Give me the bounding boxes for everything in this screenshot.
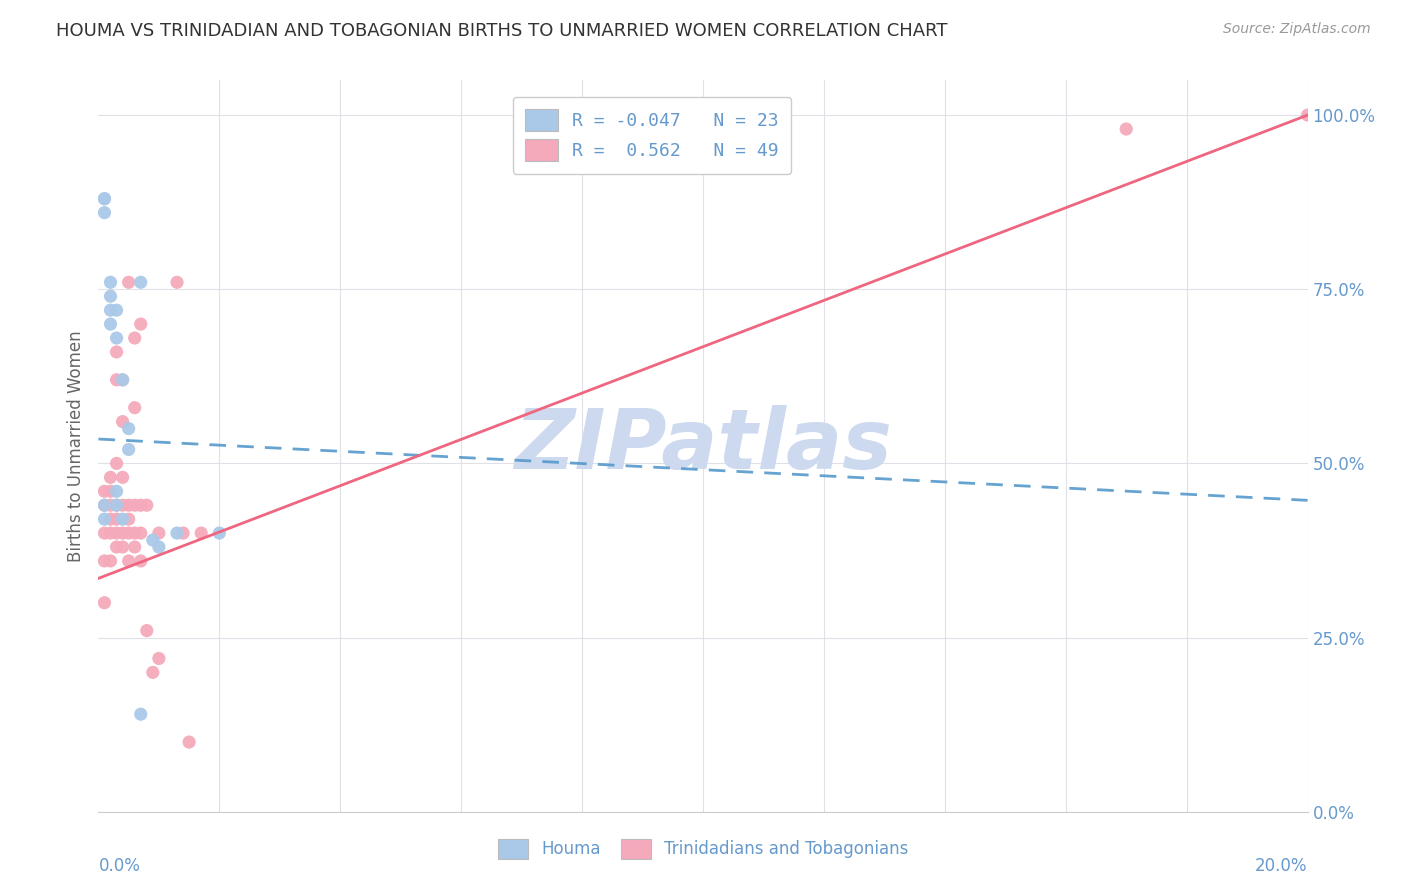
Point — [93, 498, 115, 512]
Point — [129, 317, 152, 331]
Y-axis label: Births to Unmarried Women: Births to Unmarried Women — [66, 330, 84, 562]
Point — [100, 484, 122, 499]
Point — [208, 526, 231, 541]
Point — [105, 373, 128, 387]
Point — [124, 401, 146, 415]
Point — [129, 275, 152, 289]
Point — [124, 526, 146, 541]
Point — [105, 498, 128, 512]
Point — [179, 735, 201, 749]
Point — [111, 415, 134, 429]
Point — [93, 192, 115, 206]
Point — [124, 540, 146, 554]
Point — [105, 345, 128, 359]
Point — [190, 526, 212, 541]
Point — [124, 331, 146, 345]
Point — [1296, 108, 1319, 122]
Point — [111, 373, 134, 387]
Point — [1115, 122, 1137, 136]
Text: Source: ZipAtlas.com: Source: ZipAtlas.com — [1223, 22, 1371, 37]
Point — [142, 665, 165, 680]
Point — [111, 526, 134, 541]
Point — [118, 498, 141, 512]
Point — [148, 651, 170, 665]
Point — [118, 554, 141, 568]
Point — [111, 512, 134, 526]
Point — [111, 498, 134, 512]
Point — [93, 596, 115, 610]
Point — [105, 498, 128, 512]
Point — [100, 512, 122, 526]
Point — [129, 526, 152, 541]
Text: ZIPatlas: ZIPatlas — [515, 406, 891, 486]
Point — [111, 470, 134, 484]
Point — [93, 554, 115, 568]
Point — [118, 512, 141, 526]
Point — [105, 484, 128, 499]
Text: 20.0%: 20.0% — [1256, 857, 1308, 875]
Point — [142, 533, 165, 547]
Point — [93, 192, 115, 206]
Point — [105, 303, 128, 318]
Point — [148, 526, 170, 541]
Legend: Houma, Trinidadians and Tobagonians: Houma, Trinidadians and Tobagonians — [491, 832, 915, 865]
Point — [100, 470, 122, 484]
Text: 0.0%: 0.0% — [98, 857, 141, 875]
Point — [100, 317, 122, 331]
Point — [135, 498, 157, 512]
Point — [100, 526, 122, 541]
Point — [100, 554, 122, 568]
Point — [172, 526, 194, 541]
Point — [93, 205, 115, 219]
Point — [129, 498, 152, 512]
Point — [100, 275, 122, 289]
Point — [93, 512, 115, 526]
Point — [105, 526, 128, 541]
Point — [93, 526, 115, 541]
Point — [166, 275, 188, 289]
Text: HOUMA VS TRINIDADIAN AND TOBAGONIAN BIRTHS TO UNMARRIED WOMEN CORRELATION CHART: HOUMA VS TRINIDADIAN AND TOBAGONIAN BIRT… — [56, 22, 948, 40]
Point — [166, 526, 188, 541]
Point — [135, 624, 157, 638]
Point — [111, 540, 134, 554]
Point — [124, 498, 146, 512]
Point — [93, 484, 115, 499]
Point — [111, 373, 134, 387]
Point — [129, 707, 152, 722]
Point — [105, 512, 128, 526]
Point — [100, 289, 122, 303]
Point — [118, 526, 141, 541]
Point — [105, 331, 128, 345]
Point — [93, 498, 115, 512]
Point — [105, 457, 128, 471]
Point — [100, 303, 122, 318]
Point — [118, 442, 141, 457]
Point — [148, 540, 170, 554]
Point — [129, 554, 152, 568]
Point — [100, 498, 122, 512]
Point — [118, 275, 141, 289]
Point — [118, 421, 141, 435]
Point — [105, 540, 128, 554]
